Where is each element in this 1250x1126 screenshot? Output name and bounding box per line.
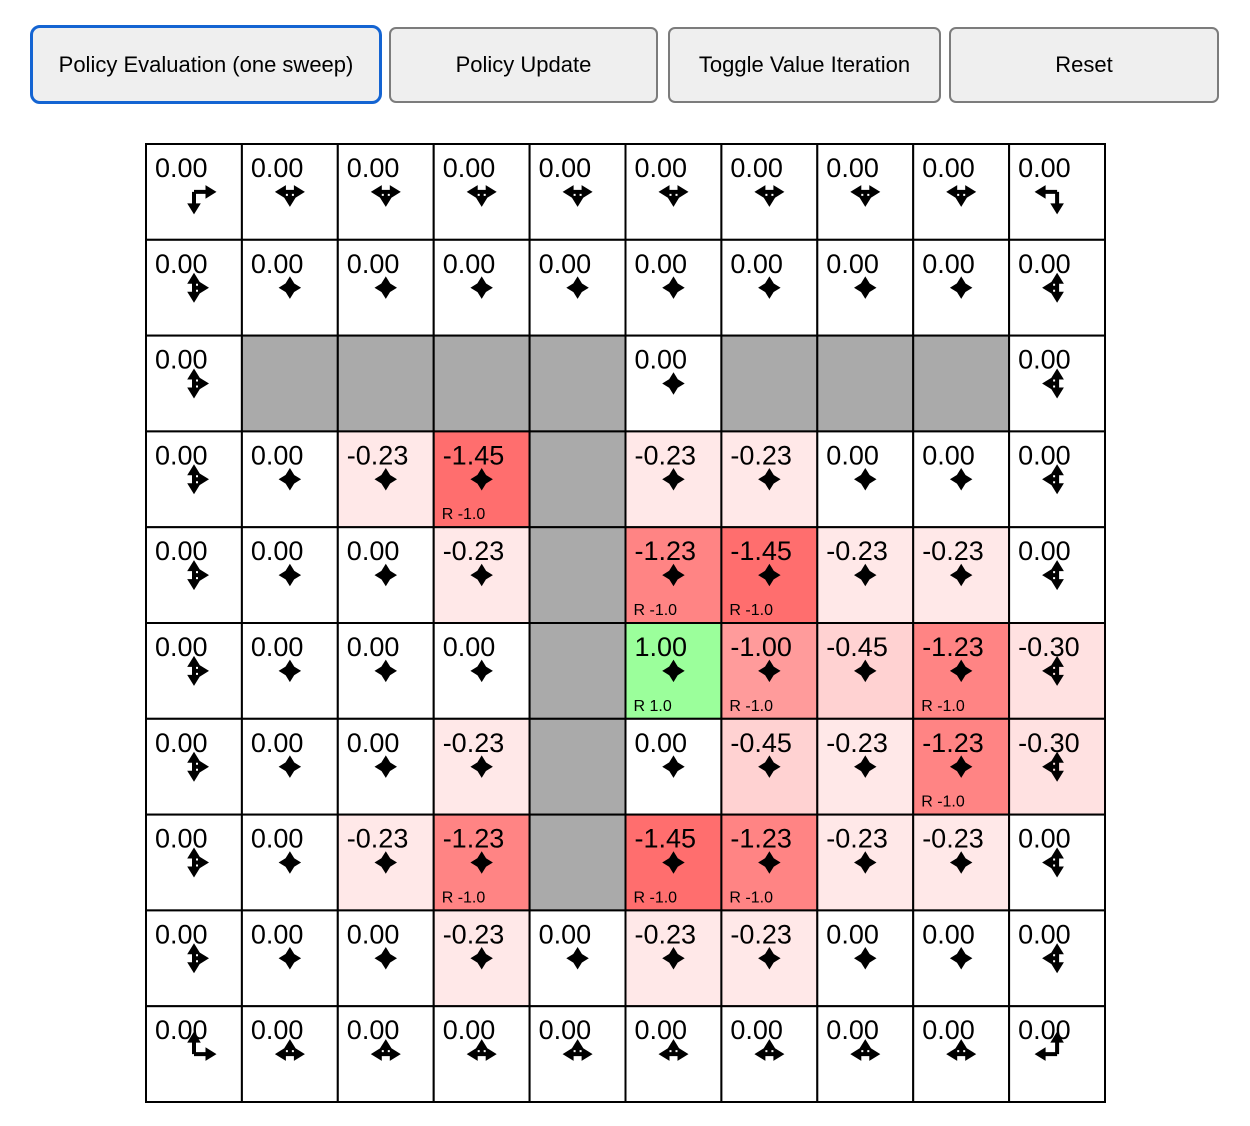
svg-text:-0.23: -0.23: [826, 728, 888, 758]
svg-text:0.00: 0.00: [922, 249, 975, 279]
svg-text:0.00: 0.00: [1018, 824, 1071, 854]
svg-text:0.00: 0.00: [826, 249, 879, 279]
svg-text:-0.23: -0.23: [922, 536, 984, 566]
svg-text:-1.23: -1.23: [922, 632, 984, 662]
svg-text:R -1.0: R -1.0: [729, 889, 773, 906]
svg-text:-0.23: -0.23: [826, 824, 888, 854]
svg-text:0.00: 0.00: [347, 1015, 400, 1045]
svg-text:0.00: 0.00: [443, 153, 496, 183]
svg-text:-0.30: -0.30: [1018, 728, 1080, 758]
svg-text:0.00: 0.00: [347, 153, 400, 183]
svg-text:-1.23: -1.23: [443, 824, 505, 854]
svg-text:0.00: 0.00: [539, 153, 592, 183]
svg-text:R -1.0: R -1.0: [442, 506, 486, 523]
svg-text:R -1.0: R -1.0: [729, 698, 773, 715]
svg-text:-0.45: -0.45: [826, 632, 888, 662]
svg-text:0.00: 0.00: [922, 153, 975, 183]
svg-text:0.00: 0.00: [251, 632, 304, 662]
svg-text:0.00: 0.00: [922, 440, 975, 470]
svg-text:-1.23: -1.23: [635, 536, 697, 566]
svg-text:0.00: 0.00: [539, 1015, 592, 1045]
svg-text:0.00: 0.00: [443, 632, 496, 662]
svg-text:0.00: 0.00: [251, 536, 304, 566]
svg-text:0.00: 0.00: [155, 440, 208, 470]
svg-text:R -1.0: R -1.0: [729, 602, 773, 619]
svg-text:0.00: 0.00: [251, 824, 304, 854]
svg-text:0.00: 0.00: [1018, 153, 1071, 183]
svg-text:0.00: 0.00: [251, 1015, 304, 1045]
svg-text:0.00: 0.00: [730, 1015, 783, 1045]
svg-text:0.00: 0.00: [251, 440, 304, 470]
svg-text:0.00: 0.00: [155, 249, 208, 279]
svg-text:0.00: 0.00: [1018, 919, 1071, 949]
svg-text:R -1.0: R -1.0: [442, 889, 486, 906]
svg-text:-0.23: -0.23: [826, 536, 888, 566]
svg-text:0.00: 0.00: [251, 728, 304, 758]
svg-text:-0.23: -0.23: [347, 440, 409, 470]
svg-text:R -1.0: R -1.0: [634, 889, 678, 906]
svg-text:0.00: 0.00: [1018, 536, 1071, 566]
svg-text:0.00: 0.00: [635, 1015, 688, 1045]
svg-text:0.00: 0.00: [826, 1015, 879, 1045]
svg-text:0.00: 0.00: [635, 249, 688, 279]
svg-text:0.00: 0.00: [1018, 345, 1071, 375]
svg-text:0.00: 0.00: [155, 919, 208, 949]
svg-text:R -1.0: R -1.0: [634, 602, 678, 619]
svg-text:R 1.0: R 1.0: [634, 698, 672, 715]
svg-text:0.00: 0.00: [251, 249, 304, 279]
svg-text:R -1.0: R -1.0: [921, 698, 965, 715]
svg-text:-1.23: -1.23: [730, 824, 792, 854]
svg-text:-1.23: -1.23: [922, 728, 984, 758]
svg-text:R -1.0: R -1.0: [921, 794, 965, 811]
svg-text:0.00: 0.00: [347, 919, 400, 949]
svg-text:0.00: 0.00: [251, 919, 304, 949]
svg-text:0.00: 0.00: [347, 536, 400, 566]
svg-text:0.00: 0.00: [443, 1015, 496, 1045]
svg-text:0.00: 0.00: [155, 153, 208, 183]
svg-text:-0.30: -0.30: [1018, 632, 1080, 662]
svg-text:0.00: 0.00: [347, 249, 400, 279]
svg-text:0.00: 0.00: [155, 1015, 208, 1045]
svg-text:-0.23: -0.23: [922, 824, 984, 854]
svg-text:1.00: 1.00: [635, 632, 688, 662]
svg-text:-0.23: -0.23: [443, 536, 505, 566]
svg-text:0.00: 0.00: [730, 153, 783, 183]
svg-text:0.00: 0.00: [347, 728, 400, 758]
svg-text:0.00: 0.00: [1018, 249, 1071, 279]
svg-text:0.00: 0.00: [155, 632, 208, 662]
svg-text:0.00: 0.00: [826, 919, 879, 949]
svg-text:0.00: 0.00: [155, 345, 208, 375]
svg-text:-0.23: -0.23: [443, 728, 505, 758]
svg-text:0.00: 0.00: [155, 728, 208, 758]
svg-text:-0.45: -0.45: [730, 728, 792, 758]
svg-text:-1.45: -1.45: [443, 440, 505, 470]
svg-text:0.00: 0.00: [347, 632, 400, 662]
svg-text:0.00: 0.00: [826, 153, 879, 183]
svg-text:-0.23: -0.23: [347, 824, 409, 854]
svg-text:-0.23: -0.23: [635, 440, 697, 470]
svg-text:0.00: 0.00: [635, 345, 688, 375]
svg-text:0.00: 0.00: [1018, 1015, 1071, 1045]
svg-text:0.00: 0.00: [443, 249, 496, 279]
svg-text:0.00: 0.00: [922, 919, 975, 949]
svg-text:-0.23: -0.23: [730, 919, 792, 949]
svg-text:0.00: 0.00: [155, 536, 208, 566]
svg-text:0.00: 0.00: [635, 728, 688, 758]
svg-text:-0.23: -0.23: [443, 919, 505, 949]
svg-text:-1.45: -1.45: [730, 536, 792, 566]
svg-text:0.00: 0.00: [922, 1015, 975, 1045]
svg-text:0.00: 0.00: [635, 153, 688, 183]
svg-text:0.00: 0.00: [539, 919, 592, 949]
svg-text:0.00: 0.00: [539, 249, 592, 279]
svg-text:-0.23: -0.23: [730, 440, 792, 470]
svg-text:0.00: 0.00: [826, 440, 879, 470]
svg-text:-1.00: -1.00: [730, 632, 792, 662]
svg-text:0.00: 0.00: [1018, 440, 1071, 470]
svg-text:0.00: 0.00: [730, 249, 783, 279]
svg-text:-1.45: -1.45: [635, 824, 697, 854]
svg-text:0.00: 0.00: [155, 824, 208, 854]
svg-text:-0.23: -0.23: [635, 919, 697, 949]
svg-text:0.00: 0.00: [251, 153, 304, 183]
